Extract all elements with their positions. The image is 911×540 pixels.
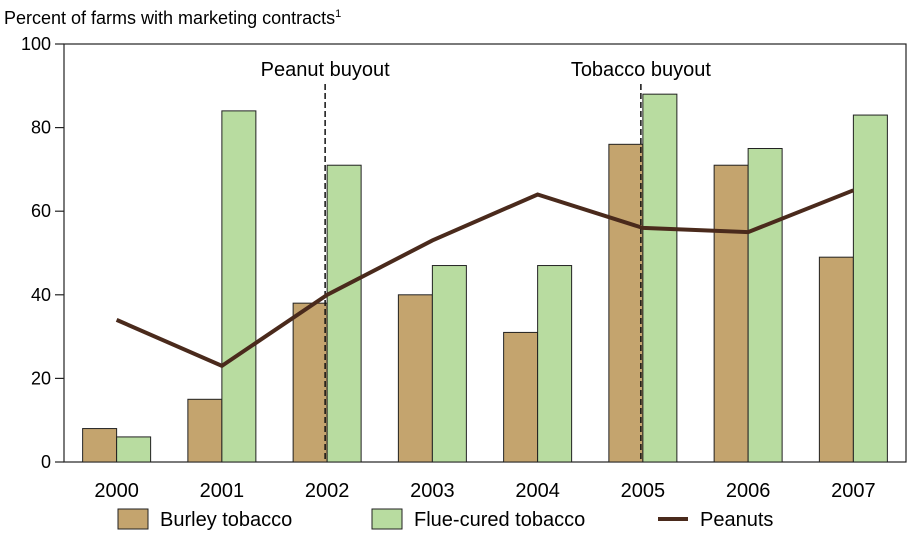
x-tick-label: 2004 — [515, 480, 560, 502]
bar-flue-cured-tobacco — [116, 436, 152, 463]
x-tick-label: 2005 — [621, 480, 666, 502]
legend-swatch — [371, 508, 403, 530]
bar-burley-tobacco — [818, 256, 854, 463]
legend: Burley tobacco Flue-cured tobacco Peanuts — [117, 508, 773, 531]
legend-swatch — [117, 508, 149, 530]
bar-flue-cured-tobacco — [747, 148, 783, 463]
bar-burley-tobacco — [503, 331, 539, 463]
bar-flue-cured-tobacco — [431, 265, 467, 463]
bar-burley-tobacco — [713, 164, 749, 463]
x-tick-label: 2006 — [726, 480, 771, 502]
plot-frame — [63, 43, 907, 463]
bar-burley-tobacco — [292, 302, 328, 463]
x-tick-label: 2000 — [94, 480, 139, 502]
x-tick-label: 2007 — [831, 480, 876, 502]
bar-burley-tobacco — [187, 398, 223, 463]
legend-label: Flue-cured tobacco — [414, 509, 585, 531]
y-tick-label: 20 — [31, 368, 51, 388]
chart-title-text: Percent of farms with marketing contract… — [4, 8, 335, 28]
x-tick-label: 2001 — [200, 480, 245, 502]
bar-burley-tobacco — [82, 428, 118, 463]
bar-flue-cured-tobacco — [326, 164, 362, 463]
chart-title: Percent of farms with marketing contract… — [4, 8, 341, 28]
bar-burley-tobacco — [397, 294, 433, 463]
annotation-label: Tobacco buyout — [571, 59, 712, 81]
chart-title-footnote: 1 — [335, 8, 341, 20]
x-tick-label: 2002 — [305, 480, 350, 502]
legend-label: Burley tobacco — [160, 509, 292, 531]
y-tick-label: 80 — [31, 118, 51, 138]
y-tick-label: 40 — [31, 285, 51, 305]
y-tick-label: 100 — [21, 34, 51, 54]
bar-flue-cured-tobacco — [537, 265, 573, 463]
line-peanuts — [115, 188, 855, 369]
x-tick-label: 2003 — [410, 480, 455, 502]
y-tick-label: 0 — [41, 452, 51, 472]
legend-label: Peanuts — [700, 509, 773, 531]
plot-area: 0 20 40 60 80 100 Peanut buyout Tobacco buyout 2… — [21, 34, 907, 502]
bar-flue-cured-tobacco — [642, 93, 678, 463]
y-tick-label: 60 — [31, 201, 51, 221]
annotation-label: Peanut buyout — [261, 59, 390, 81]
bar-burley-tobacco — [608, 143, 644, 463]
bar-flue-cured-tobacco — [221, 110, 257, 463]
bar-flue-cured-tobacco — [852, 114, 888, 463]
